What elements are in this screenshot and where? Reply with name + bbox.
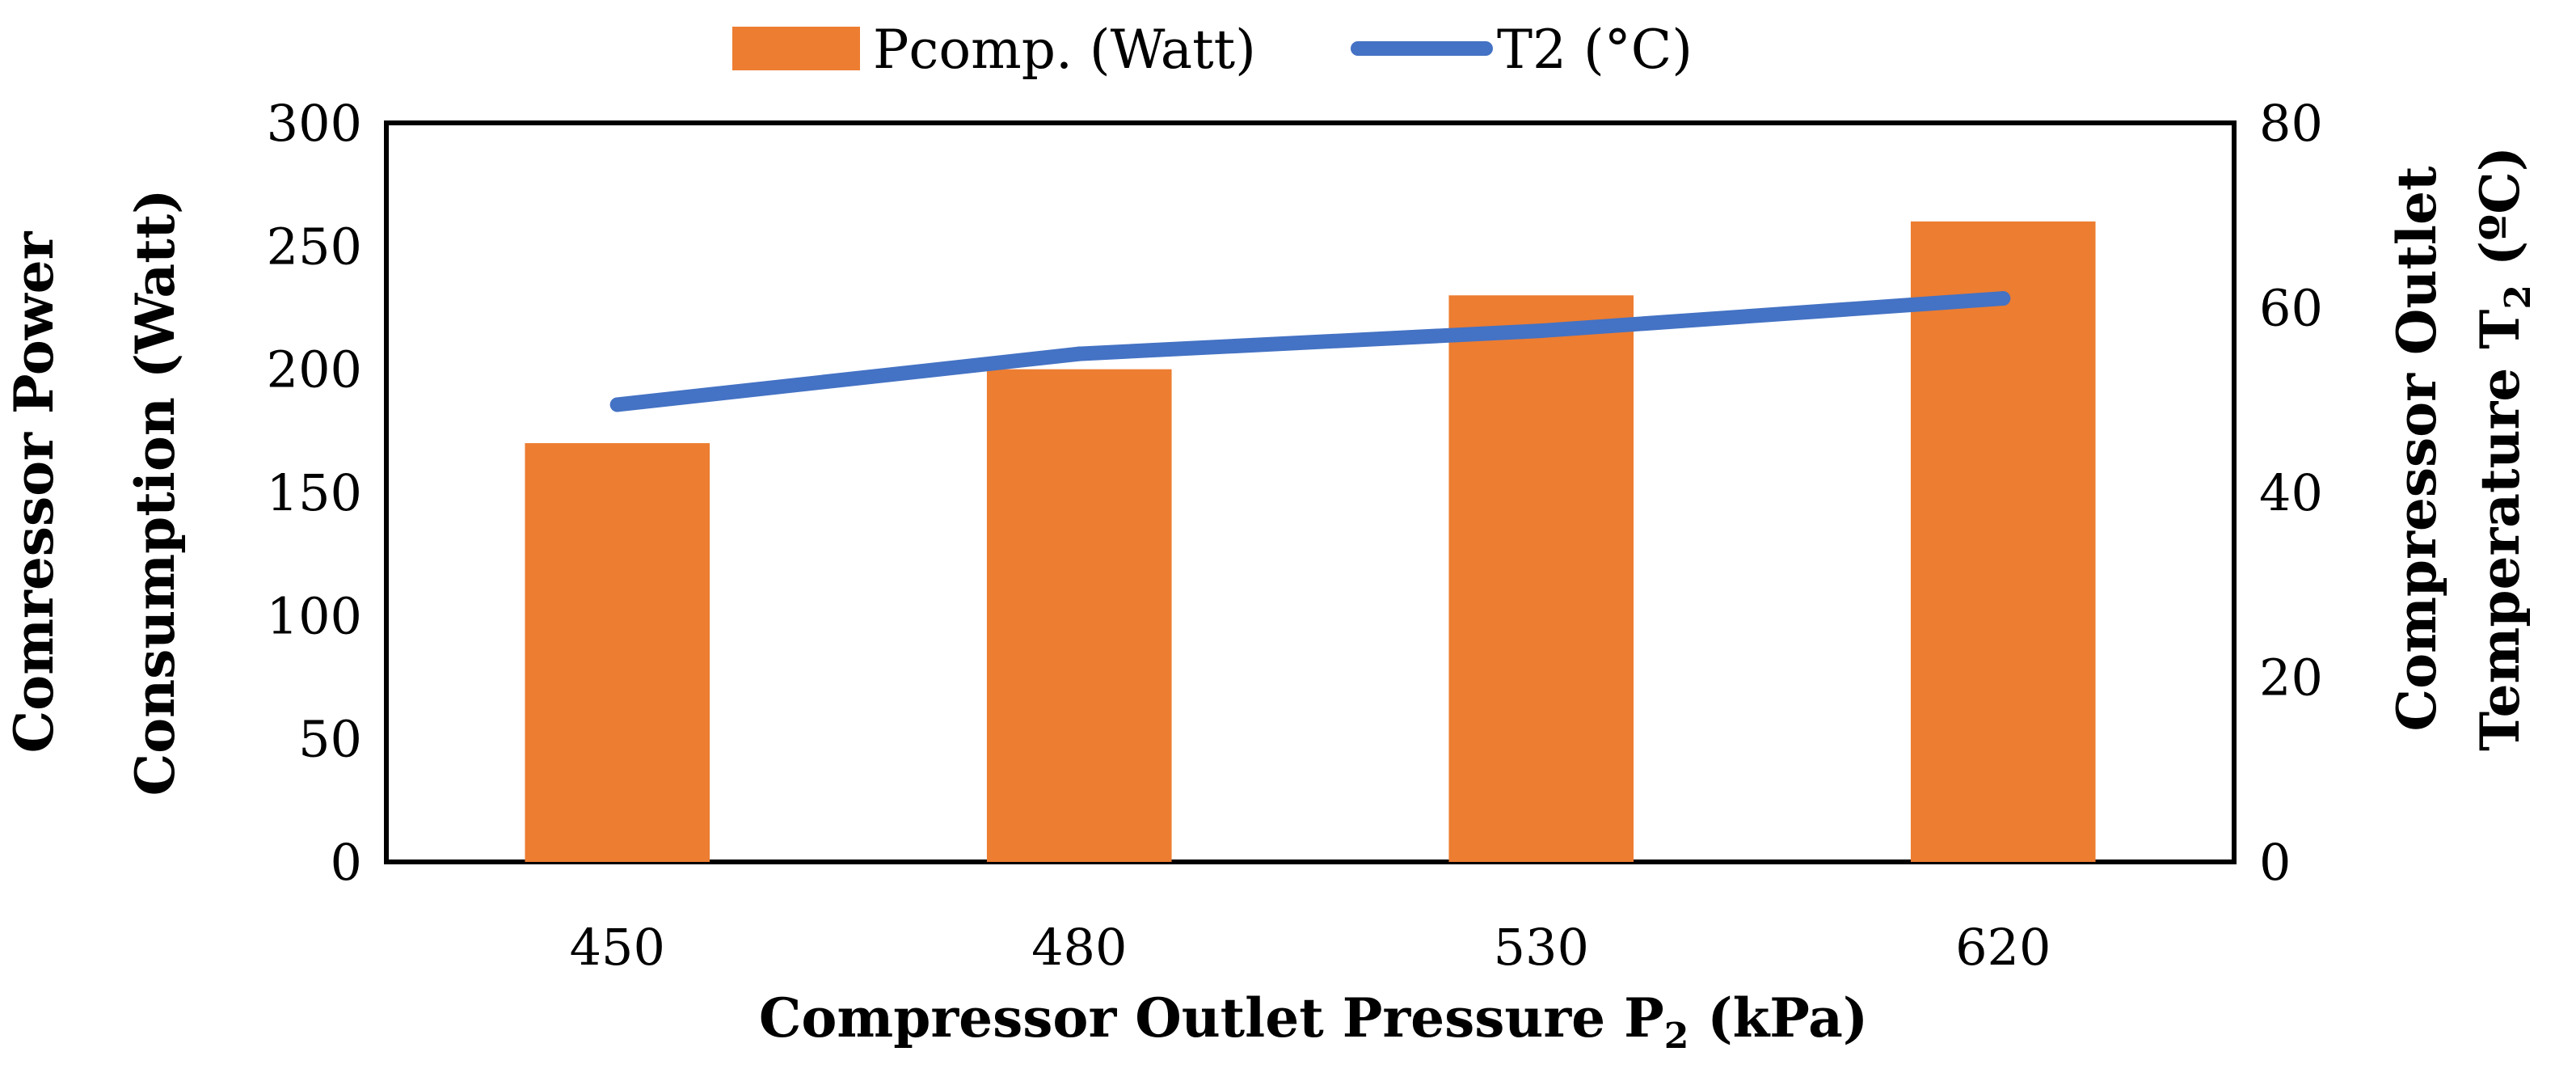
right-axis-title-line2: Temperature T2 (ºC) [2468,146,2539,751]
line-point-620 [1996,291,2011,306]
left-tick-label: 200 [267,340,362,399]
left-tick-label: 0 [331,833,362,892]
right-axis-title: Compressor Outlet Temperature T2 (ºC) [2385,146,2539,751]
x-tick-label: 620 [1955,918,2051,977]
line-point-530 [1533,323,1549,339]
line-point-450 [609,397,625,412]
legend: Pcomp. (Watt) T2 (°C) [732,19,1693,81]
line-series-t2 [609,291,2011,412]
left-axis-title-line2: Consumption (Watt) [124,189,187,796]
left-tick-label: 100 [267,586,362,645]
right-tick-label: 20 [2259,648,2323,707]
x-tick-label: 450 [570,918,665,977]
left-tick-label: 300 [267,94,362,153]
x-axis-title: Compressor Outlet Pressure P2 (kPa) [759,986,1868,1057]
line-point-480 [1072,346,1087,361]
bar-450 [525,443,710,862]
x-tick-label: 480 [1031,918,1127,977]
right-tick-label: 80 [2259,94,2323,153]
left-tick-label: 150 [267,463,362,522]
left-axis-ticks: 0 50 100 150 200 250 300 [267,94,362,892]
bar-530 [1448,295,1634,862]
bar-series-pcomp [525,221,2096,863]
line-t2 [609,291,2011,412]
right-tick-label: 40 [2259,463,2323,522]
right-axis-ticks: 0 20 40 60 80 [2259,94,2323,892]
legend-swatch-pcomp [732,27,860,70]
x-axis-ticks: 450 480 530 620 [570,918,2051,977]
bar-620 [1910,221,2096,862]
plot-area [384,120,2237,864]
left-tick-label: 250 [267,217,362,276]
legend-label-t2: T2 (°C) [1497,19,1693,81]
right-tick-label: 60 [2259,279,2323,338]
left-axis-title: Comressor Power Consumption (Watt) [2,189,187,796]
x-tick-label: 530 [1494,918,1589,977]
left-tick-label: 50 [298,710,362,769]
right-tick-label: 0 [2259,833,2291,892]
bar-480 [986,369,1172,863]
legend-label-pcomp: Pcomp. (Watt) [873,19,1256,81]
right-axis-title-line1: Compressor Outlet [2385,166,2448,731]
left-axis-title-line1: Comressor Power [2,230,65,753]
